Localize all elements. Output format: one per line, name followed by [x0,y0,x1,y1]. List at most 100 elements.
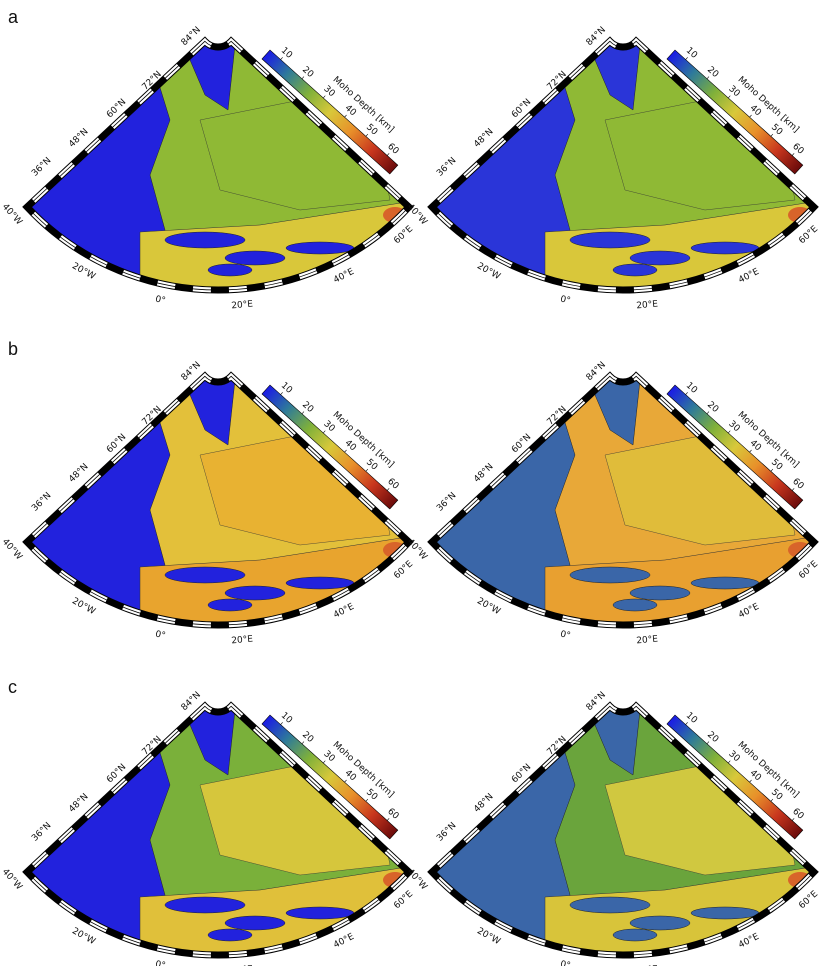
sea [225,586,285,600]
sea [630,586,690,600]
longitude-label: 40°W [405,537,429,562]
colorbar-tick [750,115,752,117]
sea [165,897,245,913]
colorbar-tick [281,392,283,394]
map: 84°N72°N60°N48°N36°N40°W20°W0°20°E40°E60… [405,0,821,320]
panel-letter: b [8,339,18,359]
colorbar-tick [345,780,347,782]
colorbar-tick [750,780,752,782]
colorbar-tick [792,488,794,490]
colorbar-tick [728,431,730,433]
colorbar-tick [686,57,688,59]
longitude-label: 40°W [0,867,24,892]
sea [613,264,657,276]
colorbar-tick [323,431,325,433]
colorbar-tick [792,818,794,820]
colorbar-tick [302,77,304,79]
longitude-label: 40°W [0,537,24,562]
latitude-label: 36°N [435,156,458,179]
longitude-label: 40°E [332,267,356,286]
longitude-label: 20°W [475,596,502,617]
latitude-label: 36°N [435,491,458,514]
sea [208,599,252,611]
sea [570,232,650,248]
colorbar-tick [387,153,389,155]
longitude-label: 40°E [332,602,356,621]
longitude-label: 0° [154,629,166,641]
sea [208,264,252,276]
colorbar-tick [728,96,730,98]
colorbar-tick [345,115,347,117]
longitude-label: 20°W [475,261,502,282]
colorbar-tick [323,761,325,763]
colorbar-tick [281,722,283,724]
longitude-label: 40°W [0,202,24,227]
colorbar-tick [686,392,688,394]
colorbar-tick [323,96,325,98]
colorbar-tick [366,799,368,801]
colorbar-tick [771,799,773,801]
longitude-label: 20°W [475,926,502,947]
sea [691,907,759,919]
longitude-label: 20°W [70,926,97,947]
sea [570,567,650,583]
longitude-label: 20°E [636,634,659,646]
colorbar-tick [302,412,304,414]
sea [225,916,285,930]
longitude-label: 40°E [737,932,761,951]
latitude-label: 36°N [30,491,53,514]
longitude-label: 40°E [737,602,761,621]
panel-letter: a [8,7,19,27]
longitude-label: 40°E [332,932,356,951]
longitude-label: 20°W [70,261,97,282]
map: 84°N72°N60°N48°N36°N40°W20°W0°20°E40°E60… [0,665,440,966]
sea [691,577,759,589]
map: 84°N72°N60°N48°N36°N40°W20°W0°20°E40°E60… [0,335,440,655]
longitude-label: 60°E [392,889,415,911]
longitude-label: 20°E [636,299,659,311]
longitude-label: 20°E [231,299,254,311]
longitude-label: 0° [154,294,166,306]
latitude-label: 36°N [30,821,53,844]
map: 84°N72°N60°N48°N36°N40°W20°W0°20°E40°E60… [0,0,440,320]
longitude-label: 0° [559,629,571,641]
map: 84°N72°N60°N48°N36°N40°W20°W0°20°E40°E60… [405,335,821,655]
latitude-label: 36°N [435,821,458,844]
longitude-label: 40°W [405,867,429,892]
sea [208,929,252,941]
colorbar-tick [771,134,773,136]
longitude-label: 40°W [405,202,429,227]
colorbar-tick [387,818,389,820]
sea [613,599,657,611]
longitude-label: 40°E [737,267,761,286]
colorbar-tick [387,488,389,490]
longitude-label: 0° [559,959,571,966]
sea [286,907,354,919]
colorbar-tick [707,412,709,414]
longitude-label: 20°E [231,634,254,646]
longitude-label: 60°E [797,559,820,581]
sea [286,242,354,254]
sea [691,242,759,254]
longitude-label: 0° [154,959,166,966]
longitude-label: 60°E [392,559,415,581]
colorbar-tick [686,722,688,724]
map: 84°N72°N60°N48°N36°N40°W20°W0°20°E40°E60… [405,665,821,966]
colorbar-tick [707,77,709,79]
panel-letter: c [8,677,17,697]
longitude-label: 60°E [392,224,415,246]
sea [165,567,245,583]
colorbar-tick [771,469,773,471]
colorbar-tick [366,469,368,471]
longitude-label: 0° [559,294,571,306]
sea [613,929,657,941]
colorbar-tick [345,450,347,452]
sea [630,916,690,930]
figure: a84°N72°N60°N48°N36°N40°W20°W0°20°E40°E6… [0,0,821,966]
colorbar-tick [707,742,709,744]
latitude-label: 36°N [30,156,53,179]
sea [630,251,690,265]
colorbar-tick [281,57,283,59]
colorbar-tick [366,134,368,136]
sea [286,577,354,589]
